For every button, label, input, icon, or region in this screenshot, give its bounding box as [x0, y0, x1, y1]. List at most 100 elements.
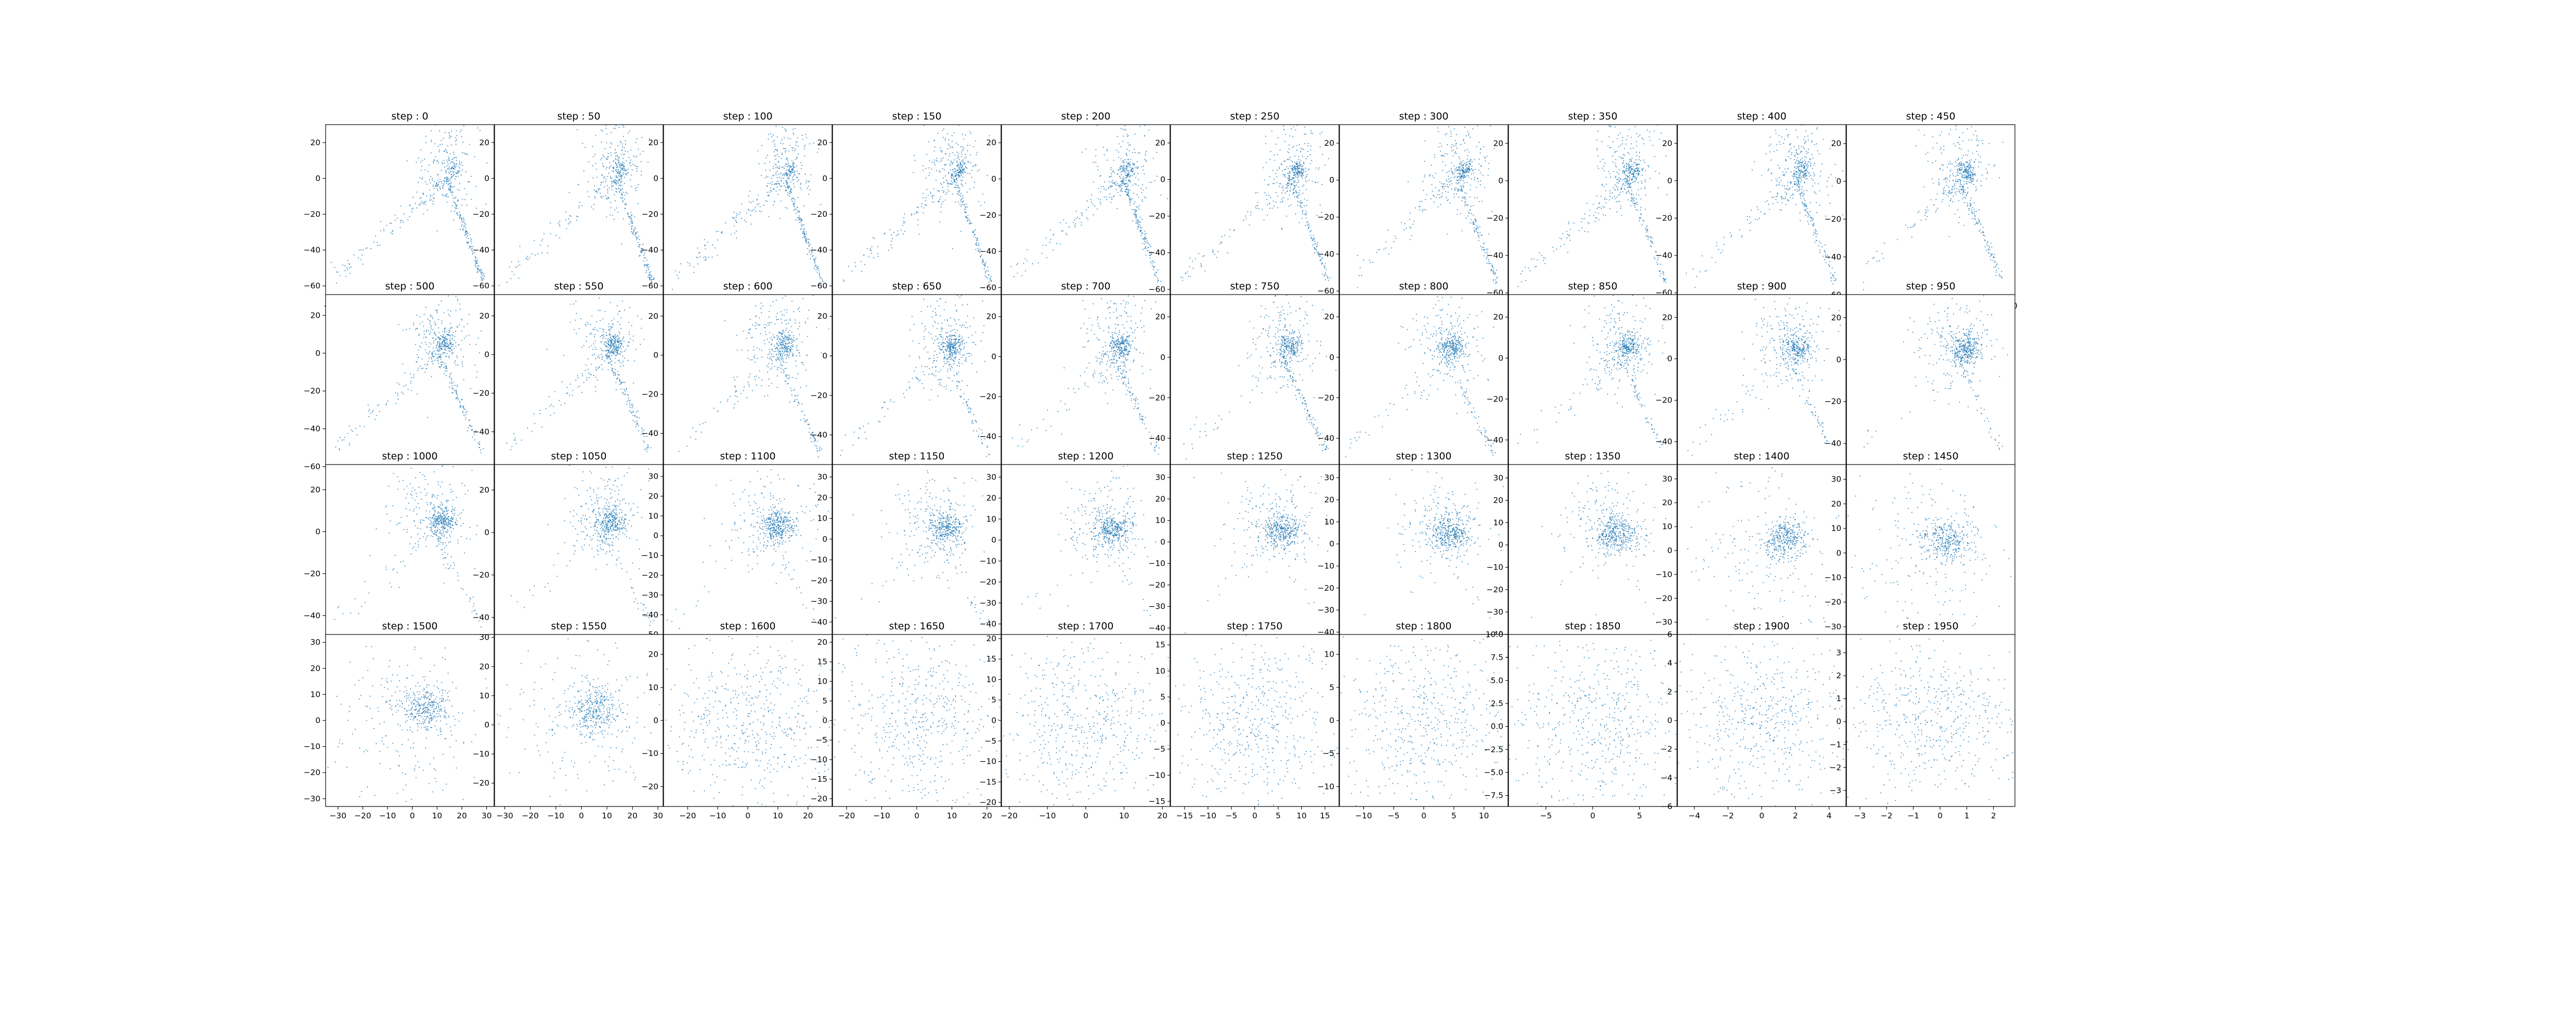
scatter-point	[1143, 237, 1145, 239]
scatter-point	[794, 166, 795, 168]
scatter-point	[1614, 184, 1616, 186]
scatter-point	[1626, 166, 1628, 167]
scatter-point	[1636, 165, 1637, 166]
scatter-point	[1412, 224, 1414, 225]
scatter-point	[1286, 166, 1287, 167]
scatter-point	[1297, 179, 1299, 181]
scatter-point	[1616, 201, 1617, 202]
scatter-point	[1620, 205, 1622, 207]
scatter-point	[776, 181, 778, 182]
scatter-point	[1465, 169, 1467, 171]
scatter-point	[819, 276, 821, 278]
scatter-point	[1117, 185, 1119, 186]
scatter-point	[1296, 197, 1298, 198]
scatter-point	[911, 213, 912, 215]
scatter-point	[1451, 150, 1452, 151]
scatter-point	[1463, 171, 1464, 173]
scatter-point	[1128, 118, 1129, 119]
scatter-point	[807, 238, 809, 240]
scatter-point	[679, 271, 680, 273]
scatter-point	[1605, 215, 1606, 216]
scatter-point	[1647, 229, 1648, 231]
scatter-point	[1429, 175, 1431, 177]
scatter-point	[1310, 149, 1311, 151]
subplot-title: step : 450	[1906, 111, 1956, 122]
scatter-point	[1995, 274, 1997, 277]
scatter-point	[1631, 115, 1632, 116]
scatter-point	[618, 169, 619, 170]
scatter-point	[1601, 184, 1603, 185]
scatter-point	[1651, 246, 1652, 247]
scatter-point	[959, 194, 960, 196]
scatter-point	[624, 169, 626, 170]
scatter-point	[1723, 236, 1725, 238]
scatter-point	[1450, 133, 1452, 134]
scatter-point	[1379, 249, 1380, 250]
scatter-point	[1120, 168, 1122, 169]
scatter-point	[1791, 186, 1793, 188]
scatter-point	[1486, 256, 1488, 258]
scatter-point	[422, 160, 423, 161]
scatter-point	[1304, 143, 1306, 144]
scatter-point	[903, 222, 905, 224]
scatter-point	[1310, 132, 1312, 134]
scatter-point	[1825, 215, 1826, 217]
scatter-point	[776, 150, 778, 152]
scatter-point	[767, 200, 768, 202]
scatter-point	[641, 136, 643, 138]
scatter-point	[1798, 183, 1799, 184]
scatter-point	[1141, 192, 1143, 193]
scatter-point	[1464, 162, 1466, 164]
scatter-point	[796, 141, 798, 143]
scatter-point	[1295, 163, 1297, 165]
scatter-point	[1568, 234, 1570, 236]
scatter-point	[1315, 243, 1316, 245]
scatter-point	[807, 243, 809, 244]
scatter-point	[1306, 217, 1307, 219]
scatter-point	[707, 242, 708, 243]
scatter-point	[1145, 248, 1147, 249]
scatter-point	[786, 169, 788, 171]
scatter-point	[944, 164, 945, 166]
scatter-point	[963, 204, 964, 205]
scatter-point	[1933, 147, 1934, 149]
scatter-point	[775, 155, 776, 157]
scatter-point	[461, 226, 463, 227]
scatter-point	[1798, 160, 1799, 162]
scatter-point	[1308, 169, 1309, 170]
scatter-point	[784, 185, 785, 186]
scatter-point	[785, 189, 787, 191]
scatter-point	[1141, 199, 1143, 201]
scatter-points	[1863, 125, 2004, 290]
scatter-point	[463, 152, 465, 154]
scatter-point	[629, 216, 631, 217]
y-tick-label: 0	[1160, 175, 1165, 184]
scatter-point	[1127, 135, 1128, 137]
scatter-point	[600, 129, 602, 131]
scatter-point	[959, 166, 961, 168]
scatter-point	[400, 220, 401, 221]
scatter-point	[792, 177, 793, 178]
scatter-point	[1289, 165, 1291, 167]
scatter-point	[1615, 159, 1617, 160]
scatter-point	[960, 172, 961, 174]
scatter-point	[1645, 170, 1646, 171]
scatter-point	[1456, 214, 1458, 215]
y-tick-label: 20	[1493, 139, 1503, 148]
scatter-point	[952, 162, 953, 164]
scatter-point	[1628, 170, 1629, 171]
scatter-point	[1127, 174, 1128, 176]
scatter-point	[1093, 214, 1094, 216]
scatter-point	[821, 278, 823, 280]
scatter-point	[945, 153, 947, 155]
scatter-point	[452, 192, 454, 193]
scatter-point	[1799, 174, 1801, 176]
scatter-point	[783, 182, 785, 184]
scatter-point	[1334, 121, 1335, 122]
scatter-point	[437, 190, 438, 191]
scatter-point	[1295, 169, 1297, 170]
scatter-point	[1258, 208, 1260, 210]
scatter-point	[438, 182, 439, 183]
scatter-point	[799, 217, 800, 219]
scatter-point	[965, 216, 967, 217]
